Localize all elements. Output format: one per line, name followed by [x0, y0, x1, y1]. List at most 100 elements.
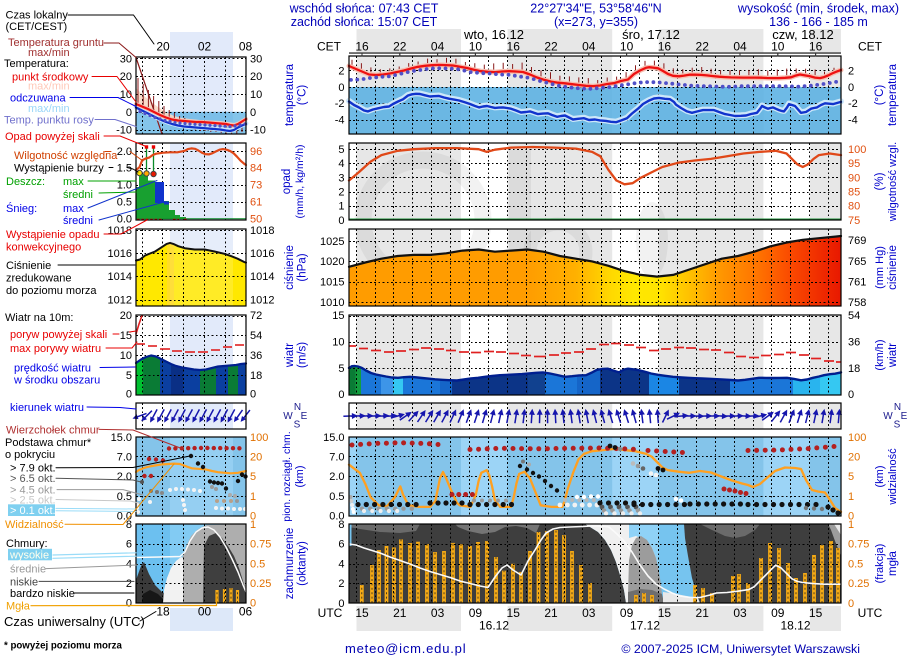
svg-text:CET: CET [858, 40, 883, 54]
svg-text:20: 20 [250, 71, 262, 83]
svg-text:N: N [894, 402, 901, 413]
svg-text:0: 0 [848, 598, 854, 610]
svg-text:wilgotność wzgl.: wilgotność wzgl. [887, 142, 899, 222]
svg-text:wiatr: wiatr [887, 343, 899, 368]
svg-text:16: 16 [809, 40, 823, 54]
svg-text:opad: opad [281, 169, 293, 195]
svg-text:72: 72 [250, 310, 262, 322]
svg-text:06: 06 [239, 605, 253, 619]
svg-text:7.0: 7.0 [329, 451, 344, 463]
svg-text:6: 6 [126, 539, 132, 551]
svg-text:03: 03 [582, 606, 596, 620]
svg-text:15.0: 15.0 [111, 432, 132, 444]
svg-text:1010: 1010 [320, 297, 344, 309]
svg-text:prędkość wiatru: prędkość wiatru [14, 362, 91, 374]
svg-text:w środku obszaru: w środku obszaru [13, 374, 100, 386]
svg-text:04: 04 [733, 40, 747, 54]
svg-text:E: E [901, 411, 908, 422]
svg-text:0: 0 [126, 388, 132, 400]
svg-text:73: 73 [250, 180, 262, 192]
svg-text:1012: 1012 [250, 294, 274, 306]
svg-text:0.5: 0.5 [117, 197, 132, 209]
svg-text:0: 0 [848, 82, 854, 94]
svg-text:wysokie: wysokie [9, 549, 49, 561]
svg-text:2: 2 [848, 65, 854, 77]
svg-text:max porywy wiatru: max porywy wiatru [10, 343, 101, 355]
svg-text:Wilgotność względna: Wilgotność względna [14, 150, 118, 162]
svg-text:średnie: średnie [10, 564, 46, 576]
svg-text:1015: 1015 [320, 277, 344, 289]
svg-text:100: 100 [848, 144, 866, 156]
svg-text:0.5: 0.5 [848, 558, 863, 570]
svg-text:UTC: UTC [858, 606, 883, 620]
svg-text:0: 0 [126, 107, 132, 119]
svg-text:54: 54 [250, 330, 262, 342]
svg-text:W: W [283, 411, 293, 422]
svg-text:(frakcja): (frakcja) [874, 544, 886, 584]
svg-text:5: 5 [250, 471, 256, 483]
svg-text:(oktanty): (oktanty) [297, 541, 309, 586]
svg-text:22°27'34"E, 53°58'46"N: 22°27'34"E, 53°58'46"N [530, 2, 661, 16]
svg-text:36: 36 [250, 350, 262, 362]
svg-text:18.12: 18.12 [780, 619, 810, 633]
svg-text:(°C): (°C) [874, 85, 886, 106]
svg-text:10: 10 [620, 40, 634, 54]
svg-text:2.0: 2.0 [117, 471, 132, 483]
svg-text:Deszcz:: Deszcz: [6, 176, 45, 188]
svg-text:N: N [294, 402, 301, 413]
svg-text:czw, 18.12: czw, 18.12 [772, 27, 833, 42]
svg-text:o pokryciu: o pokryciu [5, 449, 55, 461]
svg-text:średni: średni [63, 189, 93, 201]
svg-text:mgła: mgła [887, 550, 899, 576]
svg-text:niskie: niskie [10, 576, 38, 588]
svg-text:Mgła: Mgła [6, 601, 31, 613]
svg-text:0: 0 [250, 510, 256, 522]
svg-text:20: 20 [156, 40, 170, 54]
svg-text:15: 15 [332, 310, 344, 322]
svg-text:(km): (km) [874, 466, 886, 488]
svg-text:1018: 1018 [108, 225, 132, 237]
svg-text:61: 61 [250, 197, 262, 209]
svg-text:758: 758 [848, 297, 866, 309]
svg-text:09: 09 [771, 606, 785, 620]
svg-text:10: 10 [250, 89, 262, 101]
svg-text:0.5: 0.5 [117, 491, 132, 503]
svg-text:(mm/h, kg/m²/h): (mm/h, kg/m²/h) [294, 144, 306, 218]
svg-text:0.0: 0.0 [117, 510, 132, 522]
svg-text:Śnieg:: Śnieg: [6, 202, 37, 215]
svg-text:22: 22 [696, 40, 710, 54]
svg-text:-4: -4 [848, 114, 858, 126]
svg-text:max: max [63, 203, 84, 215]
svg-text:S: S [894, 420, 901, 431]
svg-text:Widzialność: Widzialność [5, 519, 64, 531]
svg-text:(km): (km) [294, 466, 306, 488]
svg-text:poryw powyżej skali: poryw powyżej skali [10, 329, 107, 341]
svg-text:0.5: 0.5 [329, 491, 344, 503]
svg-text:punkt środkowy: punkt środkowy [12, 71, 89, 83]
svg-text:10: 10 [120, 350, 132, 362]
svg-text:śro, 17.12: śro, 17.12 [622, 27, 680, 42]
svg-text:15: 15 [507, 606, 521, 620]
svg-text:22: 22 [544, 40, 558, 54]
svg-text:Temp. punktu rosy: Temp. punktu rosy [4, 114, 94, 126]
svg-text:(m/s): (m/s) [297, 342, 309, 368]
svg-text:1.0: 1.0 [117, 180, 132, 192]
svg-text:80: 80 [848, 201, 860, 213]
svg-text:(CET/CEST): (CET/CEST) [6, 21, 68, 33]
svg-text:4: 4 [126, 558, 132, 570]
svg-text:04: 04 [431, 40, 445, 54]
svg-text:5: 5 [338, 363, 344, 375]
svg-text:0: 0 [250, 597, 256, 609]
svg-text:0: 0 [338, 215, 344, 227]
svg-text:1025: 1025 [320, 236, 344, 248]
svg-text:8: 8 [338, 519, 344, 531]
svg-text:136 - 166 - 185 m: 136 - 166 - 185 m [769, 15, 868, 29]
svg-text:zredukowane: zredukowane [6, 272, 71, 284]
svg-text:temperatura: temperatura [284, 63, 296, 126]
svg-text:(hPa): (hPa) [297, 253, 309, 281]
svg-text:17.12: 17.12 [630, 619, 660, 633]
svg-text:0: 0 [126, 597, 132, 609]
svg-text:10: 10 [332, 337, 344, 349]
svg-text:0: 0 [338, 389, 344, 401]
svg-text:wschód słońca: 07:43 CET: wschód słońca: 07:43 CET [289, 2, 439, 16]
